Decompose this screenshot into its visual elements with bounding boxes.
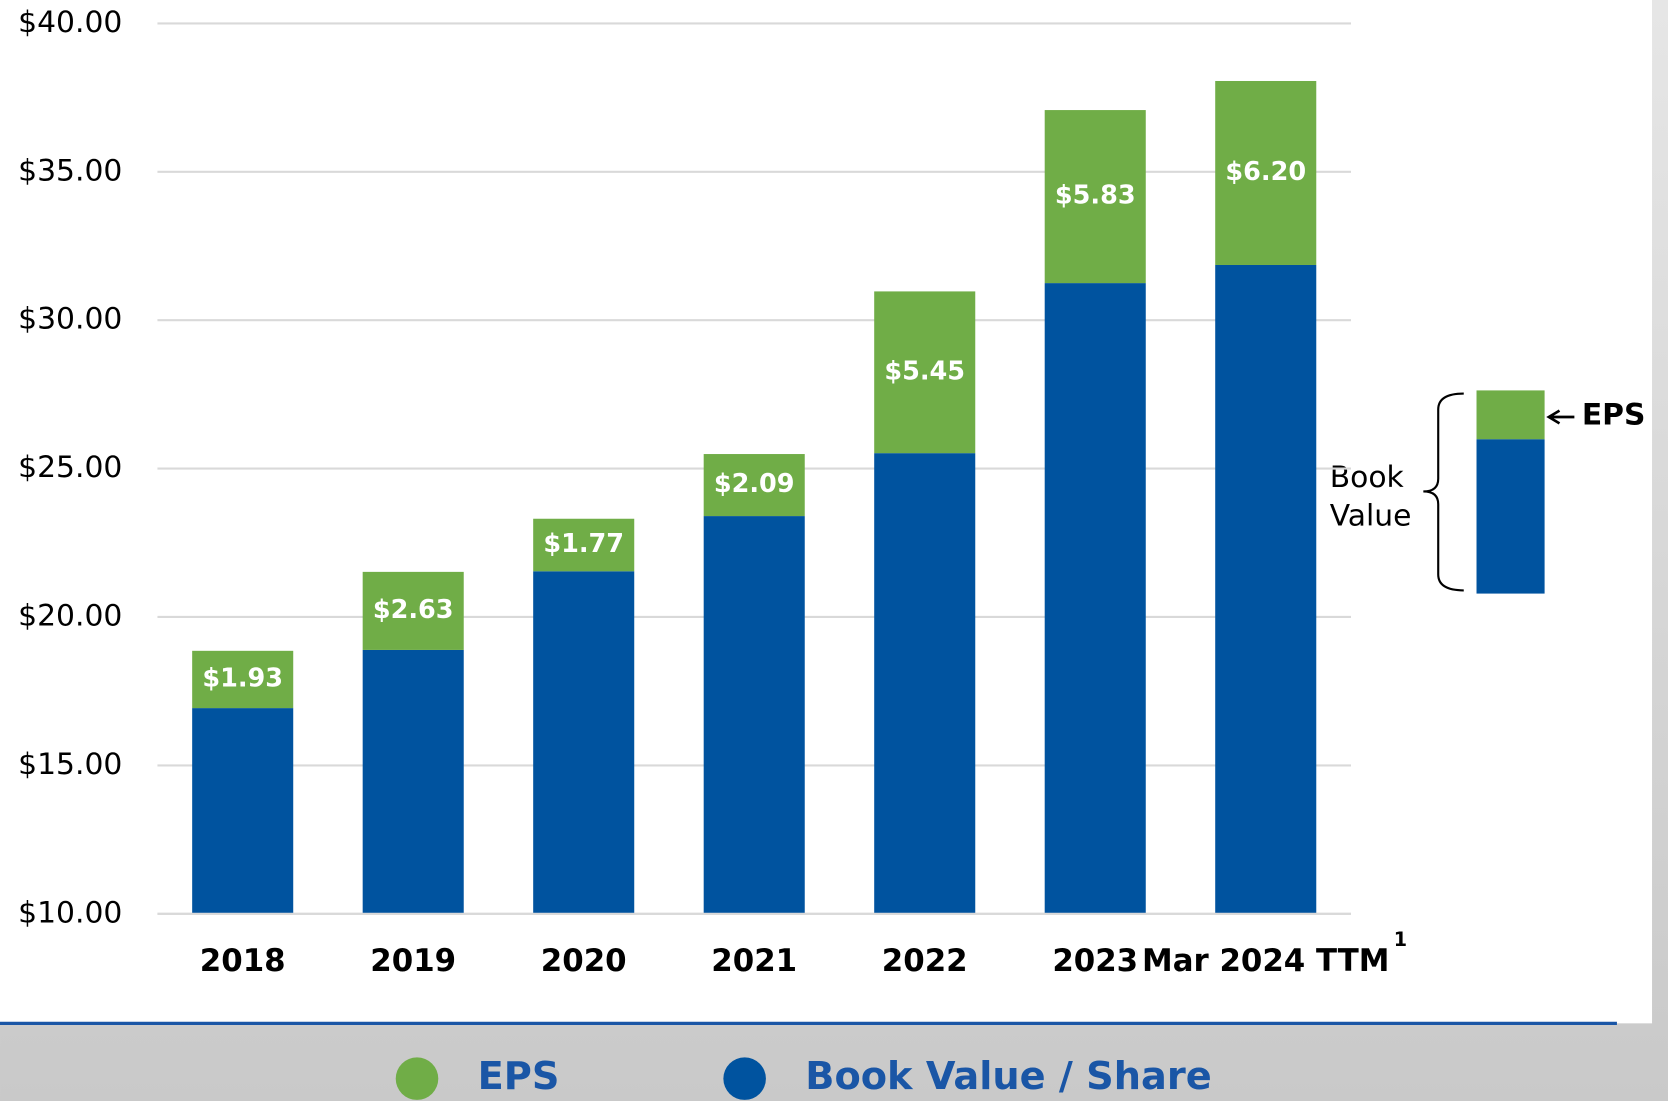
bar-segment <box>362 649 464 914</box>
x-tick-label: 2022 <box>882 943 968 979</box>
key-eps <box>1476 390 1545 440</box>
key-book-label: Value <box>1330 498 1412 533</box>
legend-label: Book Value / Share <box>805 1054 1211 1099</box>
y-tick-label: $25.00 <box>18 450 122 485</box>
data-label: $2.63 <box>373 595 454 625</box>
y-tick-label: $10.00 <box>18 895 122 930</box>
x-tick-label: Mar 2024 TTM <box>1142 943 1389 979</box>
data-label: $5.83 <box>1055 181 1136 211</box>
bar-segment <box>362 571 464 650</box>
key-bracket <box>1423 392 1464 592</box>
y-tick-label: $40.00 <box>18 5 122 40</box>
bar-segment <box>874 453 976 914</box>
y-tick-label: $35.00 <box>18 153 122 188</box>
bar-segment <box>533 518 635 572</box>
bar-segment <box>1215 80 1317 265</box>
data-label: $1.77 <box>543 529 624 559</box>
bar-segment <box>703 454 805 517</box>
key-arrow <box>1546 409 1575 425</box>
key-eps-label: EPS <box>1582 397 1646 432</box>
legend-marker <box>723 1057 766 1100</box>
bar-segment <box>1215 264 1317 914</box>
bar-segment <box>192 650 294 709</box>
legend-marker <box>395 1057 439 1100</box>
y-tick-label: $30.00 <box>18 302 122 337</box>
y-tick-label: $20.00 <box>18 598 122 633</box>
x-tick-label: 2018 <box>200 943 286 979</box>
bar-segment <box>192 708 294 914</box>
bar-segment <box>703 516 805 914</box>
key-book-label: Book <box>1330 460 1405 495</box>
x-tick-label: 2020 <box>541 943 627 979</box>
footnote-mark: 1 <box>1394 928 1407 951</box>
bar-segment <box>533 571 635 914</box>
y-tick-label: $15.00 <box>18 747 122 782</box>
bar-segment <box>874 291 976 454</box>
key: EPS Book Value <box>1330 390 1646 594</box>
bar-segment <box>1044 283 1146 914</box>
data-label: $6.20 <box>1225 157 1306 187</box>
bar-segment <box>1044 110 1146 284</box>
data-label: $1.93 <box>202 663 283 693</box>
x-tick-label: 2021 <box>711 943 797 979</box>
data-label: $2.09 <box>714 469 795 499</box>
x-tick-label: 2023 <box>1052 943 1138 979</box>
legend-label: EPS <box>478 1054 560 1099</box>
x-tick-label: 2019 <box>370 943 456 979</box>
key-book <box>1476 439 1545 594</box>
data-label: $5.45 <box>884 356 965 386</box>
